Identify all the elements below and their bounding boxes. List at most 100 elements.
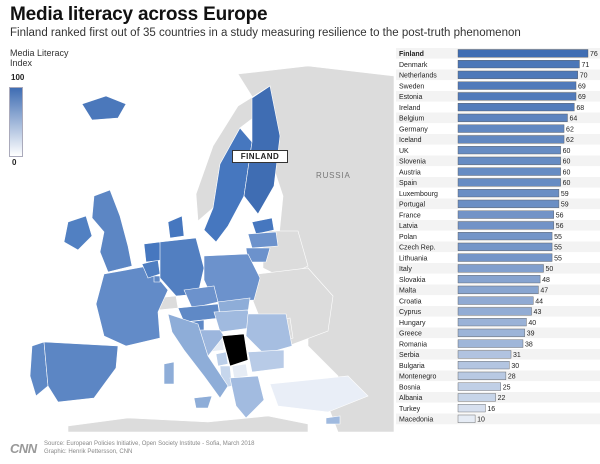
bar	[457, 124, 565, 133]
value-label: 48	[542, 277, 550, 284]
source-note: Source: European Policies Initiative, Op…	[44, 441, 255, 447]
bar	[457, 113, 568, 122]
category-label: Finland	[399, 51, 424, 58]
macedonia-region	[231, 363, 249, 379]
bar	[457, 92, 577, 101]
bar	[457, 350, 512, 359]
category-label: Montenegro	[399, 374, 436, 381]
category-label: Ireland	[399, 105, 421, 112]
category-label: Polan	[399, 234, 417, 241]
luxembourg-region	[153, 275, 161, 283]
bar	[457, 232, 553, 241]
denmark-region	[167, 215, 185, 239]
iceland-region	[81, 95, 127, 121]
value-label: 16	[487, 406, 495, 413]
estonia-region	[251, 217, 275, 235]
value-label: 43	[534, 309, 542, 316]
legend-title-line1: Media Literacy	[10, 48, 69, 58]
legend-max-label: 100	[11, 73, 25, 82]
bar	[457, 178, 561, 187]
bar	[457, 103, 575, 112]
uk-region	[91, 189, 133, 273]
north-africa-region	[67, 415, 309, 432]
category-label: Bulgaria	[399, 363, 425, 370]
category-label: Sweden	[399, 83, 424, 90]
bar	[457, 60, 580, 69]
hungary-region	[213, 309, 251, 333]
value-label: 56	[556, 212, 564, 219]
legend-title-line2: Index	[10, 58, 33, 68]
row-background	[396, 402, 600, 414]
category-label: Latvia	[399, 223, 418, 230]
value-label: 56	[556, 223, 564, 230]
value-label: 68	[576, 105, 584, 112]
value-label: 59	[561, 202, 569, 209]
category-label: Iceland	[399, 137, 422, 144]
bar	[457, 371, 507, 380]
category-label: Luxembourg	[399, 191, 438, 198]
value-label: 69	[578, 83, 586, 90]
portugal-region	[29, 341, 49, 397]
bar	[457, 210, 554, 219]
value-label: 70	[580, 73, 588, 80]
spain-region	[43, 341, 119, 403]
value-label: 30	[511, 363, 519, 370]
bar	[457, 253, 553, 262]
value-label: 64	[569, 116, 577, 123]
category-label: Cyprus	[399, 309, 422, 316]
sardinia-region	[163, 361, 175, 385]
category-label: Austria	[399, 169, 421, 176]
value-label: 55	[554, 234, 562, 241]
row-background	[396, 392, 600, 403]
footer-credits: Source: European Policies Initiative, Op…	[44, 440, 254, 456]
value-label: 25	[503, 384, 511, 391]
romania-region	[245, 313, 293, 355]
bar	[457, 135, 565, 144]
category-label: Croatia	[399, 298, 422, 305]
value-label: 55	[554, 245, 562, 252]
value-label: 60	[563, 159, 571, 166]
value-label: 39	[527, 331, 535, 338]
netherlands-region	[143, 241, 163, 263]
row-background	[396, 413, 600, 425]
category-label: Denmark	[399, 62, 428, 69]
cnn-logo: CNN	[10, 441, 37, 456]
category-label: Slovakia	[399, 277, 426, 284]
value-label: 40	[528, 320, 536, 327]
value-label: 69	[578, 94, 586, 101]
category-label: Spain	[399, 180, 417, 187]
ireland-region	[63, 215, 93, 251]
value-label: 10	[477, 417, 485, 424]
category-label: Estonia	[399, 94, 422, 101]
category-label: Hungary	[399, 320, 426, 327]
category-label: Italy	[399, 266, 412, 273]
bar	[457, 189, 560, 198]
category-label: Belgium	[399, 116, 424, 123]
category-label: Romania	[399, 341, 427, 348]
bar	[457, 328, 525, 337]
bar	[457, 404, 486, 413]
bar	[457, 146, 561, 155]
bar	[457, 361, 510, 370]
serbia-region	[221, 333, 249, 367]
bar	[457, 49, 589, 58]
poland-region	[203, 253, 261, 303]
bar	[457, 199, 560, 208]
bar	[457, 307, 532, 316]
value-label: 71	[581, 62, 589, 69]
category-label: Portugal	[399, 202, 426, 209]
value-label: 62	[566, 137, 574, 144]
legend-min-label: 0	[12, 158, 17, 167]
bar	[457, 339, 524, 348]
finland-callout: FINLAND	[232, 150, 288, 163]
cyprus-region	[325, 415, 341, 425]
category-label: Serbia	[399, 352, 419, 359]
value-label: 60	[563, 180, 571, 187]
category-label: UK	[399, 148, 409, 155]
bar	[457, 242, 553, 251]
value-label: 59	[561, 191, 569, 198]
category-label: Malta	[399, 288, 416, 295]
bar	[457, 382, 501, 391]
germany-region	[159, 237, 205, 297]
value-label: 22	[498, 395, 506, 402]
